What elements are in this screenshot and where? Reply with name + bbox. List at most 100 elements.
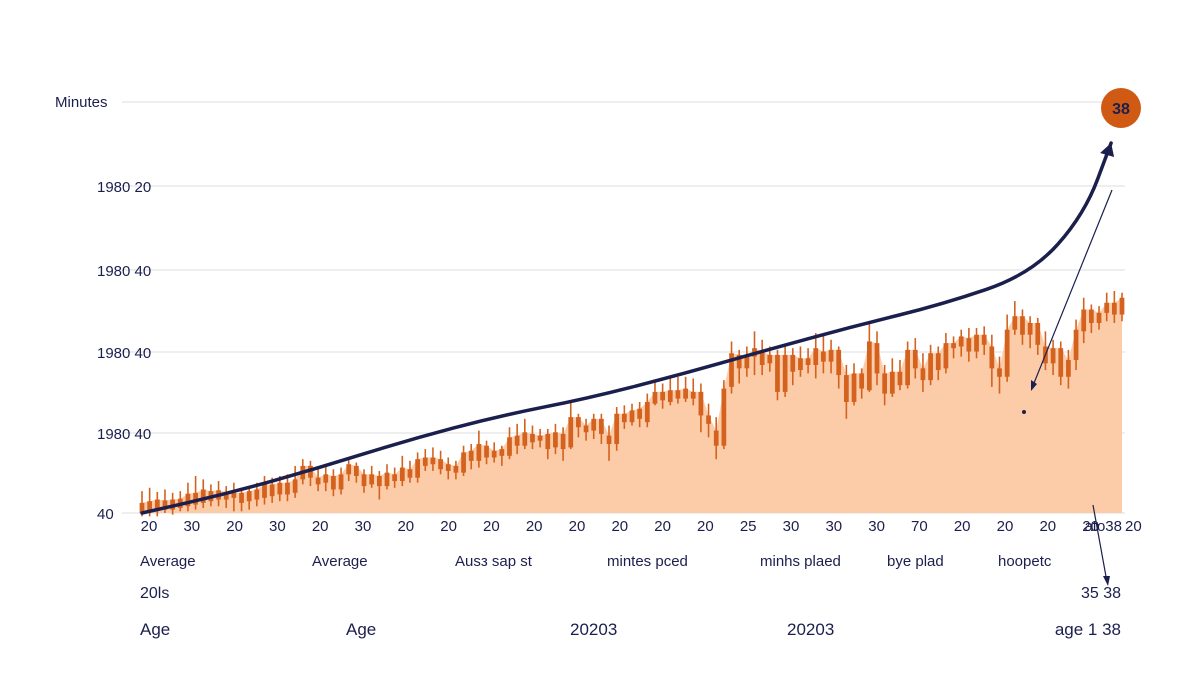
candle [1111,291,1117,323]
candle-body [591,418,597,431]
candle [759,339,765,376]
candle [866,321,872,392]
candle-body [285,482,290,495]
x-tick-label: 20 [526,518,543,535]
candle-body [476,444,482,461]
candle-body [1004,329,1010,377]
candle [246,486,252,510]
candle-body [790,354,796,372]
candle [805,348,811,374]
candle-body [568,417,574,448]
candle-body [782,354,788,392]
candle [935,346,941,381]
candle-body [323,474,329,483]
bottom-labels-row1: Average Average Ausз sap st mintes pced minh… [140,553,1052,570]
x-tick-label: 30 [183,518,200,535]
candle-body [246,491,252,502]
candle-body [828,349,834,362]
candle-body [798,358,803,371]
group-label: 20203 [787,620,834,639]
candle-body [1096,312,1102,323]
candle-body [1058,348,1064,377]
candle-body [560,433,566,450]
group-label: Age [346,620,376,639]
candle [874,331,880,386]
candle-body [430,457,436,465]
candle-body [851,373,857,402]
candle-body [1111,302,1117,315]
group-label: age 1 38 [1055,620,1121,639]
candle [560,427,566,461]
candle [851,363,857,406]
candle [514,423,520,455]
candle [1027,316,1033,349]
category-label: bye plad [887,553,944,570]
candle [889,358,895,397]
x-tick-label: 20 [997,518,1014,535]
candle [338,467,344,495]
candle-body [599,418,604,434]
candle-body [759,351,765,365]
candle [721,380,727,450]
candle-body [422,457,428,466]
candle [399,455,405,487]
candle [928,344,933,386]
candle-body [997,368,1002,377]
candle-body [928,353,933,381]
x-tick-label: 30 [355,518,372,535]
x-tick-label: 20 [611,518,628,535]
candle-body [147,501,153,512]
candle [690,378,696,406]
candle [193,476,198,510]
category-label: hoopetc [998,553,1052,570]
candle-body [989,346,995,369]
candle-body [239,492,244,503]
trend-line [140,141,1115,515]
candle-body [200,489,206,503]
candle [1066,349,1071,389]
candle [1089,304,1094,334]
candle [782,346,788,397]
candle-body [920,368,926,381]
candle [698,383,704,433]
candle [1096,306,1102,330]
candle-body [399,467,405,482]
candle [354,462,359,483]
candle [185,482,191,512]
candle-body [193,492,198,505]
candle-body [1089,309,1094,323]
candle [468,444,474,470]
candle-body [698,391,704,416]
candle [507,427,512,460]
candle-body [576,417,581,428]
candle [376,470,382,500]
y-tick-labels: 1980 20 1980 40 1980 40 1980 40 40 [97,179,151,523]
candle-body [537,435,543,441]
candle-body [951,343,956,349]
candle [537,428,543,448]
candle [614,407,620,451]
candle [905,341,910,389]
candle [407,460,413,483]
candle-body [859,373,865,389]
y-tick-label: 40 [97,506,114,523]
candle-body [522,432,528,446]
candle [821,334,826,374]
candle-body [461,452,466,473]
candle-body [545,433,551,450]
x-tick-label: 20 [226,518,243,535]
candle [491,442,497,463]
candle-body [1012,316,1018,330]
candle-body [154,499,160,511]
x-tick-label: 20 [440,518,457,535]
candle [1012,301,1018,335]
candle-body [958,336,964,347]
candle [361,469,367,493]
x-tick-label: 25 [740,518,757,535]
candle-body [935,353,941,371]
x-tick-label: 20 [569,518,586,535]
candle-body [514,435,520,446]
candle [323,465,329,492]
annotation-line [1031,189,1113,389]
candle-body [644,402,650,423]
